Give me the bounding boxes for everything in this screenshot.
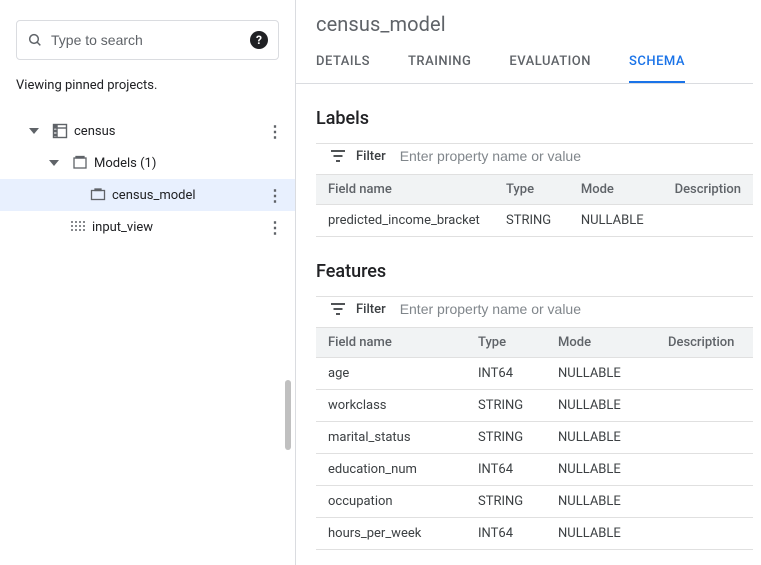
table-row: predicted_income_bracketSTRINGNULLABLE [316,205,753,237]
view-icon [68,219,88,235]
filter-icon[interactable] [330,149,346,163]
col-desc[interactable]: Description [656,328,753,358]
kebab-menu[interactable]: ⋮ [263,186,287,205]
labels-filter-input[interactable] [400,148,753,164]
kebab-menu[interactable]: ⋮ [263,122,287,141]
col-mode[interactable]: Mode [546,328,656,358]
table-row: workclassSTRINGNULLABLE [316,390,753,422]
cell-field: age [316,358,466,390]
features-heading: Features [316,261,753,282]
cell-desc [656,518,753,550]
table-row: hours_per_weekINT64NULLABLE [316,518,753,550]
cell-mode: NULLABLE [546,486,656,518]
models-group-icon [70,155,90,171]
col-mode[interactable]: Mode [569,175,663,205]
cell-field: education_num [316,454,466,486]
cell-type: INT64 [466,454,546,486]
project-tree: census ⋮ Models (1) census_model ⋮ [0,115,295,243]
scrollbar[interactable] [285,380,291,450]
tab-details[interactable]: DETAILS [316,54,370,83]
cell-desc [656,358,753,390]
labels-filter-row: Filter [316,143,753,174]
cell-type: STRING [466,390,546,422]
search-box[interactable]: ? [16,20,279,60]
search-input[interactable] [51,32,250,48]
help-icon[interactable]: ? [250,31,268,49]
tab-training[interactable]: TRAINING [408,54,471,83]
tree-node-models-group[interactable]: Models (1) [0,147,295,179]
viewing-note: Viewing pinned projects. [16,78,279,93]
table-row: ageINT64NULLABLE [316,358,753,390]
page-title: census_model [316,12,753,36]
filter-icon[interactable] [330,302,346,316]
tree-node-dataset[interactable]: census ⋮ [0,115,295,147]
filter-label: Filter [356,302,386,317]
tab-schema[interactable]: SCHEMA [629,54,685,83]
tree-label: Models (1) [94,156,287,171]
features-table: Field name Type Mode Description ageINT6… [316,327,753,550]
labels-table: Field name Type Mode Description predict… [316,174,753,237]
table-row: marital_statusSTRINGNULLABLE [316,422,753,454]
cell-mode: NULLABLE [546,422,656,454]
col-field[interactable]: Field name [316,175,494,205]
cell-type: STRING [494,205,569,237]
cell-desc [656,422,753,454]
cell-desc [656,390,753,422]
search-icon [27,32,43,48]
table-row: occupationSTRINGNULLABLE [316,486,753,518]
cell-desc [656,486,753,518]
features-filter-input[interactable] [400,301,753,317]
cell-field: occupation [316,486,466,518]
cell-desc [656,454,753,486]
col-field[interactable]: Field name [316,328,466,358]
cell-type: STRING [466,422,546,454]
cell-field: hours_per_week [316,518,466,550]
sidebar: ? Viewing pinned projects. census ⋮ Mode… [0,0,296,565]
features-filter-row: Filter [316,296,753,327]
cell-type: STRING [466,486,546,518]
tree-label: census [74,124,263,139]
tab-bar: DETAILS TRAINING EVALUATION SCHEMA [296,54,753,84]
cell-mode: NULLABLE [546,518,656,550]
labels-heading: Labels [316,108,753,129]
tree-label: input_view [92,220,263,235]
tree-label: census_model [112,188,263,203]
chevron-down-icon[interactable] [24,126,44,136]
cell-field: predicted_income_bracket [316,205,494,237]
tab-evaluation[interactable]: EVALUATION [509,54,591,83]
cell-type: INT64 [466,518,546,550]
main-panel: census_model DETAILS TRAINING EVALUATION… [296,0,761,565]
dataset-icon [50,123,70,139]
table-row: education_numINT64NULLABLE [316,454,753,486]
cell-desc [663,205,753,237]
cell-field: workclass [316,390,466,422]
cell-field: marital_status [316,422,466,454]
cell-type: INT64 [466,358,546,390]
filter-label: Filter [356,149,386,164]
cell-mode: NULLABLE [546,454,656,486]
col-type[interactable]: Type [466,328,546,358]
cell-mode: NULLABLE [546,390,656,422]
col-type[interactable]: Type [494,175,569,205]
chevron-down-icon[interactable] [44,158,64,168]
model-icon [88,187,108,203]
features-tbody: ageINT64NULLABLEworkclassSTRINGNULLABLEm… [316,358,753,550]
cell-mode: NULLABLE [569,205,663,237]
col-desc[interactable]: Description [663,175,753,205]
labels-tbody: predicted_income_bracketSTRINGNULLABLE [316,205,753,237]
tree-node-model[interactable]: census_model ⋮ [0,179,295,211]
kebab-menu[interactable]: ⋮ [263,218,287,237]
cell-mode: NULLABLE [546,358,656,390]
tree-node-view[interactable]: input_view ⋮ [0,211,295,243]
